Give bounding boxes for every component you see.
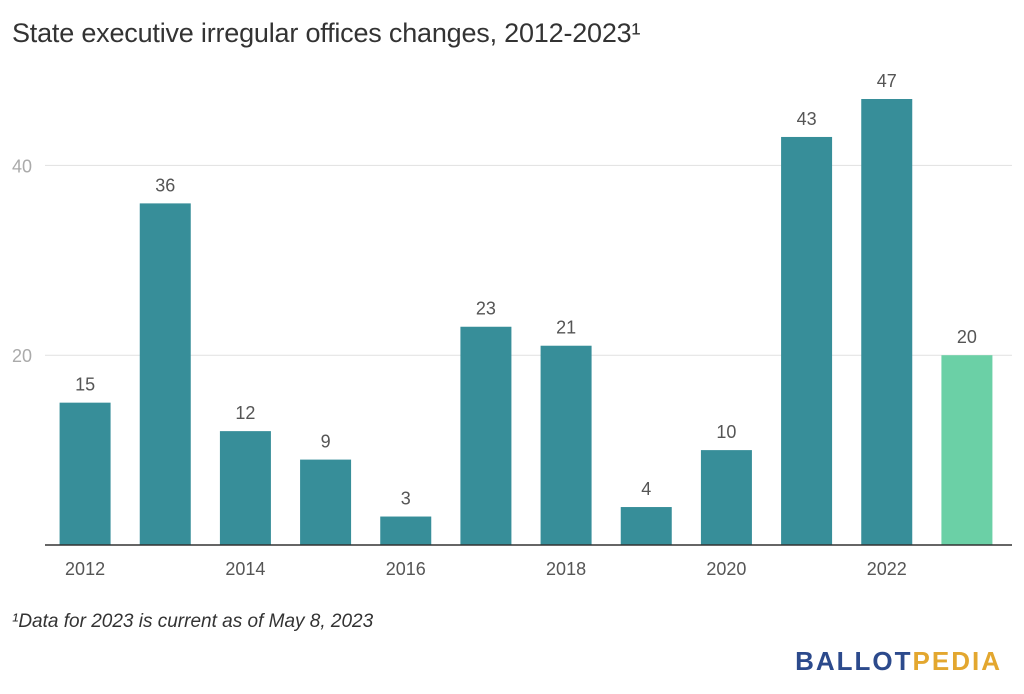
ballotpedia-logo: BALLOTPEDIA (795, 646, 1002, 677)
data-label-2014: 12 (235, 403, 255, 423)
logo-part-ballot: BALLOT (795, 646, 913, 676)
x-tick-label: 2020 (706, 559, 746, 579)
data-label-2013: 36 (155, 175, 175, 195)
y-tick-label: 40 (12, 156, 32, 176)
logo-part-pedia: PEDIA (912, 646, 1002, 676)
bar-2021 (781, 136, 833, 545)
bar-2020 (700, 450, 752, 545)
data-label-2016: 3 (401, 489, 411, 509)
x-tick-label: 2018 (546, 559, 586, 579)
data-labels: 15 36 12 9 3 23 21 4 10 43 47 20 (75, 71, 977, 509)
x-tick-label: 2016 (386, 559, 426, 579)
chart-title: State executive irregular offices change… (12, 18, 641, 48)
data-label-2023: 20 (957, 327, 977, 347)
data-label-2017: 23 (476, 299, 496, 319)
x-axis: 2012 2014 2016 2018 2020 2022 (45, 544, 1012, 579)
bar-2017 (460, 326, 512, 545)
data-label-2019: 4 (641, 479, 651, 499)
bar-2015 (300, 459, 352, 545)
bar-2019 (620, 507, 672, 545)
bar-2012 (59, 402, 111, 545)
y-tick-label: 20 (12, 346, 32, 366)
x-tick-label: 2014 (225, 559, 265, 579)
data-label-2015: 9 (321, 432, 331, 452)
data-label-2022: 47 (877, 71, 897, 91)
bar-2023 (941, 355, 993, 545)
data-label-2020: 10 (716, 422, 736, 442)
data-label-2018: 21 (556, 318, 576, 338)
data-label-2012: 15 (75, 375, 95, 395)
bar-2013 (139, 203, 191, 545)
bars (59, 99, 993, 545)
data-label-2021: 43 (797, 109, 817, 129)
x-tick-label: 2022 (867, 559, 907, 579)
bar-2022 (861, 99, 913, 545)
bar-2014 (219, 431, 271, 545)
x-tick-label: 2012 (65, 559, 105, 579)
bar-2016 (380, 516, 432, 545)
footnote: ¹Data for 2023 is current as of May 8, 2… (12, 611, 374, 632)
bar-2018 (540, 345, 592, 545)
